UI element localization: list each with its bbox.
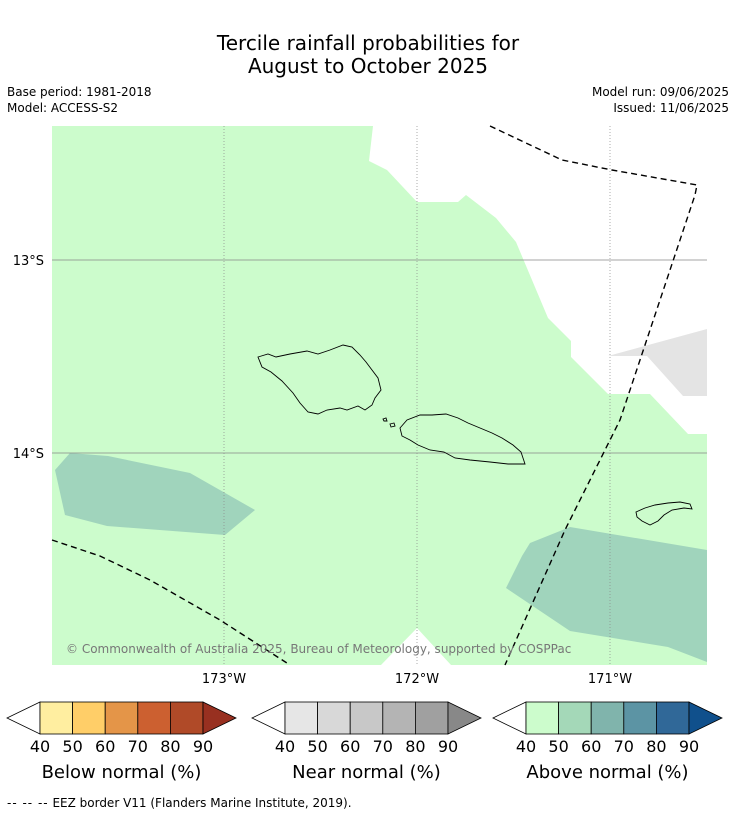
lat-label-14s: 14°S [13, 447, 44, 462]
tutuila-island [635, 501, 693, 526]
above-normal-tick-label: 60 [581, 737, 601, 756]
map-title-line2: August to October 2025 [247, 54, 489, 78]
below-normal-colorbar: 40 50 60 70 80 90 Below normal (%) [6, 701, 237, 783]
below-normal-cell [137, 701, 171, 735]
below-normal-label: Below normal (%) [42, 762, 202, 783]
below-normal-tick-label: 80 [160, 737, 180, 756]
apolima-islet [389, 422, 396, 428]
base-period: Base period: 1981-2018 [7, 85, 152, 99]
below-normal-tick-label: 70 [128, 737, 148, 756]
below-normal-tick-label: 40 [30, 737, 50, 756]
below-normal-tick-label: 60 [95, 737, 115, 756]
above-normal-tick-label: 50 [548, 737, 568, 756]
near-normal-tick-label: 80 [405, 737, 425, 756]
below-normal-high-arrow [202, 701, 237, 735]
copyright-note: © Commonwealth of Australia 2025, Bureau… [66, 642, 571, 656]
near-normal-tick-label: 40 [275, 737, 295, 756]
upolu-island [399, 413, 526, 465]
map-gridlines [52, 126, 707, 665]
near-normal-cell [317, 701, 351, 735]
model-run-date: Model run: 09/06/2025 [591, 85, 729, 99]
above-normal-cell [525, 701, 559, 735]
run-info: Model run: 09/06/2025 Issued: 11/06/2025 [592, 84, 729, 116]
eez-border [51, 125, 698, 666]
savaii-island [257, 344, 382, 415]
lon-label-173w: 173°W [202, 672, 246, 687]
model-name: Model: ACCESS-S2 [7, 101, 119, 115]
lon-label-171w: 171°W [588, 672, 632, 687]
above-50-60-region-west [55, 453, 255, 535]
below-normal-tick-label: 50 [62, 737, 82, 756]
above-normal-tick-label: 90 [679, 737, 699, 756]
above-normal-high-arrow [688, 701, 723, 735]
near-normal-label: Near normal (%) [292, 762, 441, 783]
below-normal-cell [72, 701, 106, 735]
above-normal-cell [623, 701, 657, 735]
near-normal-tick-label: 70 [373, 737, 393, 756]
eez-legend-text: EEZ border V11 (Flanders Marine Institut… [52, 796, 352, 810]
lon-label-172w: 172°W [395, 672, 439, 687]
below-normal-tick-label: 90 [193, 737, 213, 756]
colorbar-legends: 40 50 60 70 80 90 Below normal (%) 40 50 60 70 80 90… [6, 701, 723, 783]
issued-date: Issued: 11/06/2025 [613, 101, 729, 115]
near-normal-high-arrow [447, 701, 482, 735]
below-normal-cell [104, 701, 139, 735]
near-normal-colorbar: 40 50 60 70 80 90 Near normal (%) [251, 701, 482, 783]
above-normal-cell [558, 701, 592, 735]
above-normal-tick-label: 70 [614, 737, 634, 756]
eez-legend-note: -- -- -- EEZ border V11 (Flanders Marine… [7, 796, 352, 810]
below-normal-cell [39, 701, 73, 735]
near-normal-cell [284, 701, 318, 735]
above-normal-colorbar: 40 50 60 70 80 90 Above normal (%) [492, 701, 723, 783]
lat-label-13s: 13°S [13, 254, 44, 269]
above-normal-cell [656, 701, 690, 735]
near-normal-region [608, 329, 707, 396]
map-title-line1: Tercile rainfall probabilities for [216, 31, 520, 55]
below-normal-low-arrow [6, 701, 41, 735]
below-normal-cell [169, 701, 204, 735]
near-normal-tick-label: 50 [307, 737, 327, 756]
near-normal-cell [382, 701, 416, 735]
near-normal-tick-label: 60 [340, 737, 360, 756]
near-normal-cell [349, 701, 384, 735]
above-50-60-region-east [506, 527, 707, 662]
model-info: Base period: 1981-2018 Model: ACCESS-S2 [7, 84, 152, 116]
above-normal-tick-label: 40 [516, 737, 536, 756]
near-normal-tick-label: 90 [438, 737, 458, 756]
near-normal-cell [414, 701, 449, 735]
eez-dash-symbol: -- -- -- [7, 796, 49, 810]
above-normal-label: Above normal (%) [526, 762, 688, 783]
coastlines [257, 344, 693, 526]
above-normal-cell [590, 701, 625, 735]
manono-islet [382, 417, 388, 422]
above-normal-tick-label: 80 [646, 737, 666, 756]
near-normal-low-arrow [251, 701, 286, 735]
above-normal-low-arrow [492, 701, 527, 735]
